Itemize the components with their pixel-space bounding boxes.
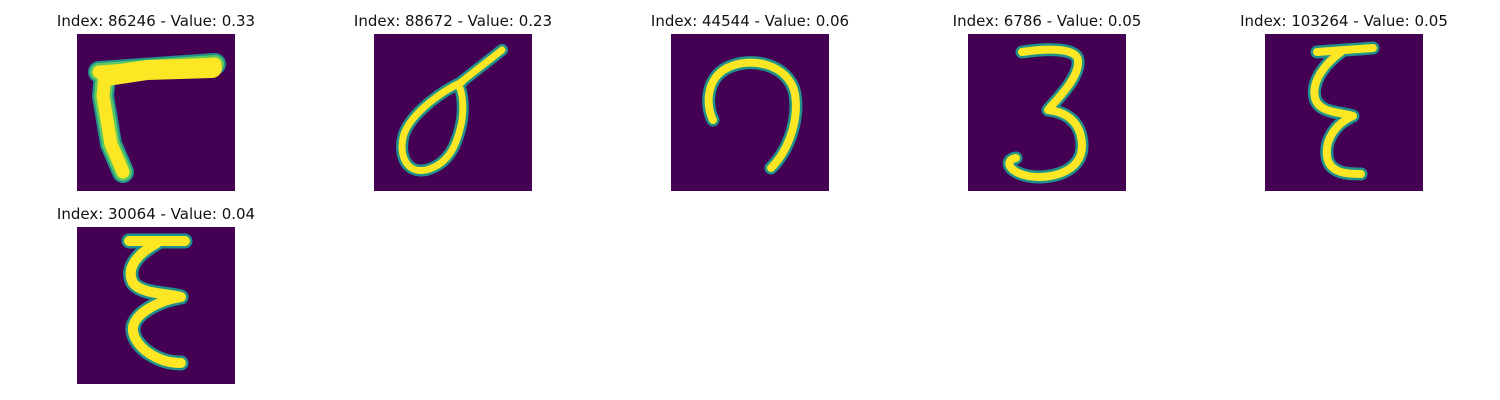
epsilon-like-stroke-icon	[121, 233, 193, 371]
digit-image	[374, 34, 532, 191]
digit-image	[1265, 34, 1423, 191]
panel-title: Index: 86246 - Value: 0.33	[56, 12, 256, 30]
digit-image	[671, 34, 829, 191]
arch-stroke-icon	[702, 56, 803, 175]
loop-with-tail-stroke-icon	[396, 44, 508, 177]
seven-like-stroke-icon	[88, 53, 226, 183]
panel-title: Index: 6786 - Value: 0.05	[952, 12, 1142, 30]
panel-title: Index: 103264 - Value: 0.05	[1240, 12, 1448, 30]
panel-title: Index: 44544 - Value: 0.06	[650, 12, 850, 30]
digit-image	[77, 34, 235, 191]
panel-title: Index: 88672 - Value: 0.23	[353, 12, 553, 30]
digit-image	[77, 227, 235, 384]
digit-image	[968, 34, 1126, 191]
digit-three-stroke-icon	[1002, 43, 1089, 184]
epsilon-like-stroke-icon	[1307, 41, 1380, 181]
panel-title: Index: 30064 - Value: 0.04	[56, 205, 256, 223]
